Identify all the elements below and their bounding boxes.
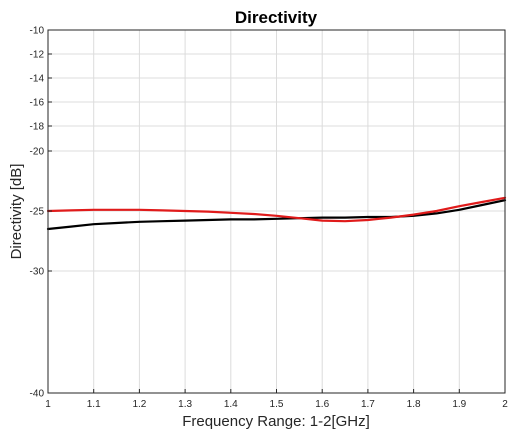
y-tick-label: -10 [30, 26, 45, 37]
x-tick-label: 2 [502, 399, 508, 410]
x-tick-label: 1.1 [87, 399, 101, 410]
ticks: 1 1.1 1.2 1.3 1.4 1.5 1.6 1.7 1.8 1.9 2 -40 -30 -25 -2… [30, 26, 509, 411]
x-tick-label: 1.7 [361, 399, 375, 410]
y-tick-label: -12 [30, 50, 45, 61]
x-axis-title: Frequency Range: 1-2[GHz] [182, 413, 370, 430]
x-tick-label: 1.5 [270, 399, 284, 410]
y-tick-label: -40 [30, 389, 45, 400]
x-tick-label: 1.9 [452, 399, 466, 410]
x-tick-label: 1.6 [315, 399, 329, 410]
y-tick-label: -18 [30, 122, 45, 133]
y-tick-label: -20 [30, 147, 45, 158]
series-layer [46, 196, 507, 231]
series-line-1 [46, 199, 507, 231]
x-tick-label: 1.2 [132, 399, 146, 410]
y-tick-label: -14 [30, 74, 45, 85]
series-line-2 [46, 196, 507, 223]
x-tick-label: 1.3 [178, 399, 192, 410]
y-axis-title: Directivity [dB] [8, 164, 25, 260]
y-tick-label: -30 [30, 267, 45, 278]
x-tick-label: 1 [45, 399, 51, 410]
y-tick-label: -25 [30, 207, 45, 218]
chart-title: Directivity [235, 8, 318, 27]
x-tick-label: 1.4 [224, 399, 238, 410]
y-tick-label: -16 [30, 98, 45, 109]
x-tick-label: 1.8 [407, 399, 421, 410]
